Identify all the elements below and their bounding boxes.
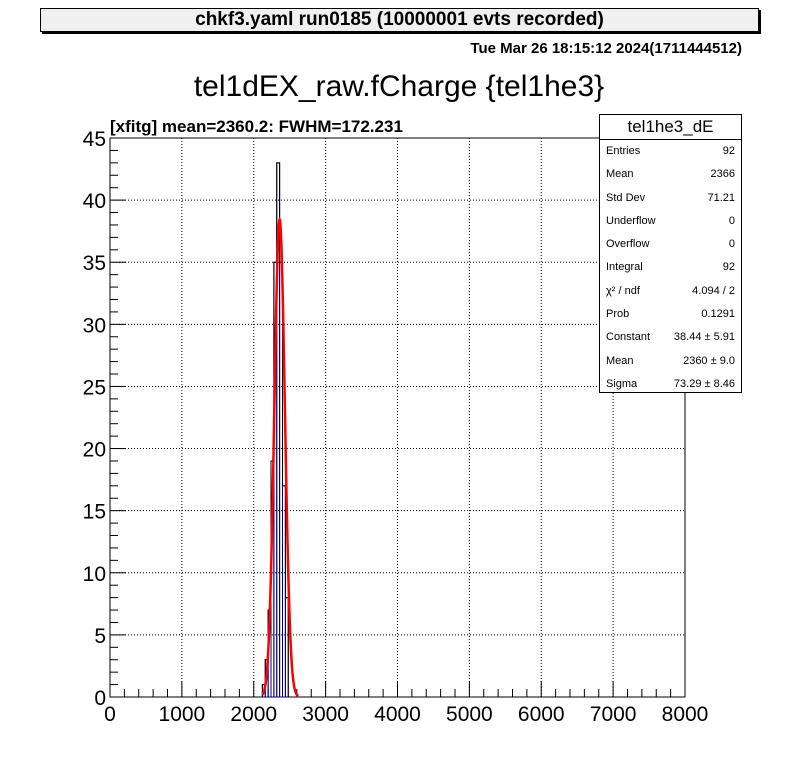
stats-row: χ² / ndf 4.094 / 2 xyxy=(600,280,741,303)
stats-row: Std Dev 71.21 xyxy=(600,187,741,210)
fit-label: [xfitg] mean=2360.2: FWHM=172.231 xyxy=(110,117,403,136)
stats-row-value: 92 xyxy=(722,145,735,157)
stats-row: Sigma 73.29 ± 8.46 xyxy=(600,373,741,396)
y-tick-label: 25 xyxy=(83,376,106,399)
stats-row: Constant 38.44 ± 5.91 xyxy=(600,326,741,349)
stats-row-label: Prob xyxy=(606,308,630,321)
stats-row-label: Sigma xyxy=(606,377,638,390)
stats-row-value: 38.44 ± 5.91 xyxy=(673,331,735,344)
stats-row: Mean 2366 xyxy=(600,163,741,186)
gaussian-fit-curve xyxy=(261,217,300,698)
stats-row: Integral 92 xyxy=(600,256,741,279)
x-tick-label: 0 xyxy=(104,703,116,726)
stats-row-label: χ² / ndf xyxy=(606,284,640,297)
y-tick-label: 35 xyxy=(83,252,106,275)
header-title-box: chkf3.yaml run0185 (10000001 evts record… xyxy=(40,8,759,32)
x-tick-label: 2000 xyxy=(230,703,277,726)
y-tick-label: 30 xyxy=(83,314,106,337)
x-tick-label: 1000 xyxy=(159,703,206,726)
stats-title: tel1he3_dE xyxy=(600,115,741,140)
y-tick-label: 5 xyxy=(94,625,106,648)
stats-row-label: Constant xyxy=(606,331,651,344)
stats-rows: Entries 92 Mean 2366 Std Dev 71.21 Underflow 0 O… xyxy=(600,140,741,396)
stats-row-value: 0.1291 xyxy=(701,308,735,321)
stats-row-label: Std Dev xyxy=(606,191,646,204)
y-tick-label: 40 xyxy=(83,190,106,213)
stats-row-value: 0 xyxy=(728,214,735,227)
stats-row-value: 0 xyxy=(728,238,735,251)
x-tick-label: 6000 xyxy=(518,703,565,726)
stats-row: Prob 0.1291 xyxy=(600,303,741,326)
timestamp: Tue Mar 26 18:15:12 2024(1711444512) xyxy=(470,40,742,57)
stats-row: Underflow 0 xyxy=(600,210,741,233)
stats-row-value: 92 xyxy=(722,261,735,274)
x-tick-label: 4000 xyxy=(374,703,421,726)
y-tick-label: 0 xyxy=(94,687,106,710)
stats-row-value: 2366 xyxy=(710,168,735,181)
stats-row-value: 4.094 / 2 xyxy=(692,284,735,297)
plot-title: tel1dEX_raw.fCharge {tel1he3} xyxy=(193,70,605,103)
stats-row-label: Entries xyxy=(606,145,641,157)
header-title: chkf3.yaml run0185 (10000001 evts record… xyxy=(195,9,604,30)
stats-row-label: Mean xyxy=(606,354,634,367)
y-tick-label: 20 xyxy=(83,439,106,462)
stats-row-value: 71.21 xyxy=(707,191,735,204)
x-tick-label: 5000 xyxy=(446,703,493,726)
stats-row-value: 2360 ± 9.0 xyxy=(683,354,735,367)
x-tick-label: 3000 xyxy=(302,703,349,726)
stats-row-label: Overflow xyxy=(606,238,650,251)
stats-row-label: Underflow xyxy=(606,214,656,227)
stats-row: Entries 92 xyxy=(600,140,741,163)
y-tick-label: 15 xyxy=(83,501,106,524)
y-tick-label: 45 xyxy=(83,128,106,151)
stats-row: Overflow 0 xyxy=(600,233,741,256)
stats-box: tel1he3_dE Entries 92 Mean 2366 Std Dev 71.21… xyxy=(599,114,742,393)
stats-row: Mean 2360 ± 9.0 xyxy=(600,350,741,373)
x-tick-label: 7000 xyxy=(590,703,637,726)
y-tick-label: 10 xyxy=(83,563,106,586)
x-tick-label: 8000 xyxy=(662,703,709,726)
stats-row-value: 73.29 ± 8.46 xyxy=(673,377,735,390)
stats-row-label: Integral xyxy=(606,261,643,274)
stats-row-label: Mean xyxy=(606,168,634,181)
